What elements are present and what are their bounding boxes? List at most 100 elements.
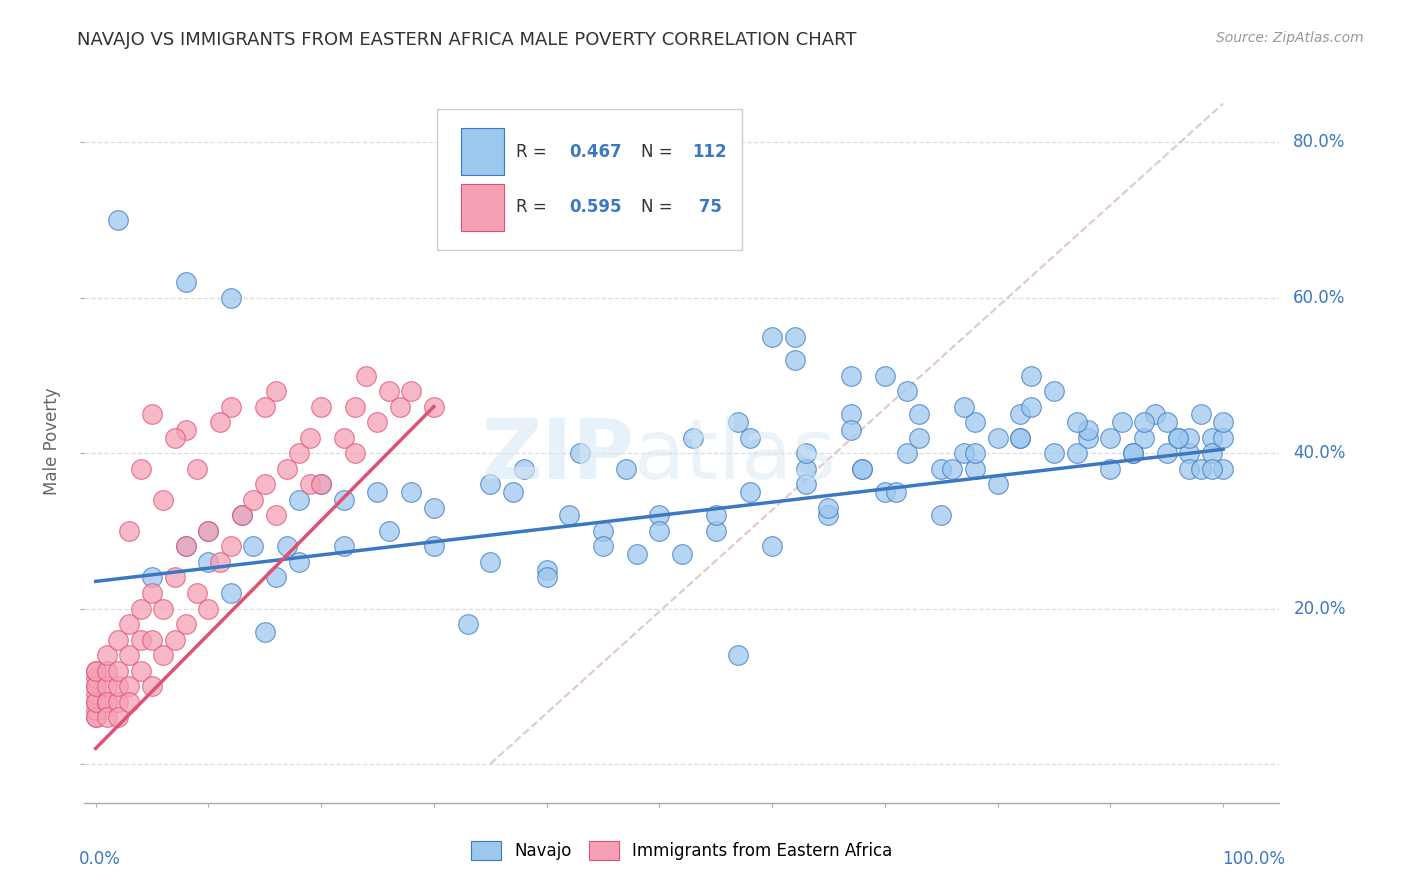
Point bbox=[219, 400, 242, 414]
Point bbox=[309, 400, 332, 414]
Point bbox=[479, 555, 502, 569]
Point bbox=[839, 423, 862, 437]
Point bbox=[141, 632, 163, 647]
Point bbox=[987, 477, 1010, 491]
Point bbox=[287, 492, 309, 507]
Point bbox=[186, 461, 208, 475]
Point bbox=[1178, 446, 1201, 460]
Point bbox=[1099, 431, 1122, 445]
Point bbox=[896, 384, 918, 398]
Point bbox=[1021, 400, 1043, 414]
Point bbox=[1010, 431, 1032, 445]
Point bbox=[1133, 431, 1156, 445]
Point bbox=[118, 695, 141, 709]
Point bbox=[1167, 431, 1189, 445]
Point bbox=[1212, 461, 1234, 475]
Point bbox=[1122, 446, 1144, 460]
Text: Source: ZipAtlas.com: Source: ZipAtlas.com bbox=[1216, 31, 1364, 45]
Text: 60.0%: 60.0% bbox=[1294, 289, 1346, 307]
Point bbox=[197, 524, 219, 538]
Point bbox=[727, 415, 749, 429]
Point bbox=[174, 540, 197, 554]
Point bbox=[896, 446, 918, 460]
Point bbox=[84, 679, 107, 693]
Point bbox=[761, 540, 783, 554]
Point bbox=[1178, 461, 1201, 475]
Point bbox=[794, 461, 817, 475]
Point bbox=[1201, 446, 1223, 460]
Point bbox=[682, 431, 704, 445]
Point bbox=[1066, 415, 1088, 429]
Point bbox=[96, 664, 118, 678]
Point bbox=[84, 702, 107, 716]
Point bbox=[231, 508, 253, 523]
Point bbox=[1212, 415, 1234, 429]
Point bbox=[783, 353, 806, 368]
Point bbox=[84, 710, 107, 724]
Point bbox=[614, 461, 637, 475]
Point bbox=[783, 329, 806, 343]
Point bbox=[401, 485, 423, 500]
Text: N =: N = bbox=[641, 143, 678, 161]
Point bbox=[558, 508, 581, 523]
Point bbox=[1156, 446, 1178, 460]
FancyBboxPatch shape bbox=[437, 109, 742, 250]
Point bbox=[1021, 368, 1043, 383]
Point bbox=[96, 679, 118, 693]
Point bbox=[817, 508, 839, 523]
Point bbox=[118, 524, 141, 538]
Point bbox=[163, 431, 186, 445]
Point bbox=[761, 329, 783, 343]
Point bbox=[107, 679, 129, 693]
Point bbox=[1043, 384, 1066, 398]
Point bbox=[1099, 461, 1122, 475]
Point bbox=[343, 446, 366, 460]
Point bbox=[592, 540, 614, 554]
Point bbox=[513, 461, 536, 475]
Point bbox=[174, 540, 197, 554]
Point bbox=[648, 524, 671, 538]
Point bbox=[536, 563, 558, 577]
Point bbox=[219, 540, 242, 554]
Point bbox=[129, 461, 152, 475]
Point bbox=[141, 408, 163, 422]
Point bbox=[84, 710, 107, 724]
Point bbox=[851, 461, 873, 475]
Point bbox=[1201, 461, 1223, 475]
Point bbox=[423, 500, 446, 515]
Point bbox=[1212, 431, 1234, 445]
Point bbox=[423, 400, 446, 414]
Point bbox=[569, 446, 592, 460]
Point bbox=[107, 664, 129, 678]
Point bbox=[208, 555, 231, 569]
Point bbox=[253, 477, 276, 491]
Text: 112: 112 bbox=[693, 143, 727, 161]
Point bbox=[253, 400, 276, 414]
Point bbox=[401, 384, 423, 398]
Point bbox=[704, 508, 727, 523]
Point bbox=[366, 415, 388, 429]
Point bbox=[107, 710, 129, 724]
Point bbox=[929, 461, 952, 475]
Point bbox=[1133, 415, 1156, 429]
Text: 40.0%: 40.0% bbox=[1294, 444, 1346, 462]
Point bbox=[1077, 423, 1099, 437]
Point bbox=[129, 632, 152, 647]
Point bbox=[378, 384, 401, 398]
Point bbox=[84, 664, 107, 678]
Point bbox=[174, 617, 197, 632]
Point bbox=[141, 570, 163, 584]
Point bbox=[941, 461, 963, 475]
Point bbox=[129, 664, 152, 678]
Point bbox=[963, 446, 986, 460]
Point bbox=[366, 485, 388, 500]
Y-axis label: Male Poverty: Male Poverty bbox=[44, 388, 62, 495]
Point bbox=[129, 601, 152, 615]
Point bbox=[332, 540, 354, 554]
Point bbox=[242, 492, 264, 507]
Point bbox=[141, 586, 163, 600]
Point bbox=[536, 570, 558, 584]
Text: 75: 75 bbox=[693, 198, 721, 217]
Point bbox=[298, 477, 321, 491]
Point bbox=[738, 431, 761, 445]
